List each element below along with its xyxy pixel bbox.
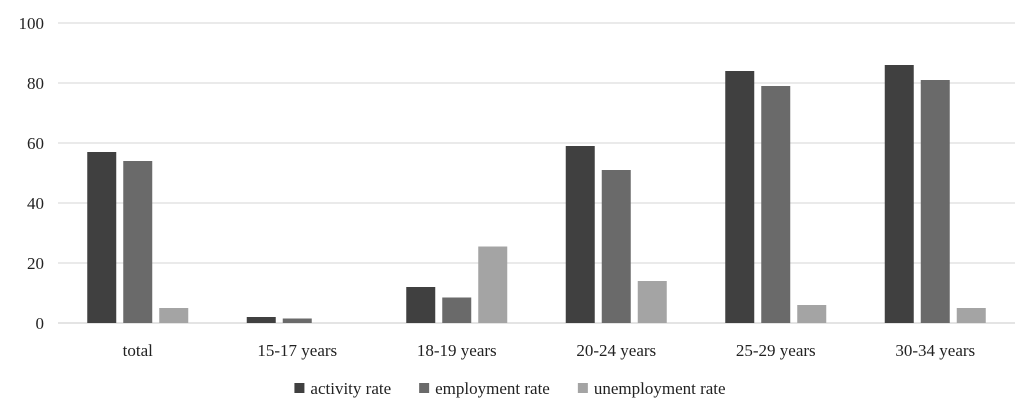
bars [87,65,986,323]
bar-unemployment-rate-30-34-years [956,308,986,323]
legend-label: employment rate [435,379,550,398]
bar-unemployment-rate-18-19-years [478,246,508,323]
y-axis-ticks: 0 20 40 60 80 100 [19,14,45,333]
x-category-label: 20-24 years [576,341,656,360]
x-category-label: 15-17 years [257,341,337,360]
bar-activity-rate-20-24-years [565,146,595,323]
legend-swatch [294,383,305,393]
bar-employment-rate-25-29-years [761,86,791,323]
x-category-label: 30-34 years [895,341,975,360]
bar-activity-rate-25-29-years [725,71,755,323]
bar-activity-rate-total [87,152,117,323]
y-tick-label: 60 [27,134,44,153]
bar-employment-rate-20-24-years [601,170,631,323]
y-tick-label: 40 [27,194,44,213]
y-tick-label: 0 [36,314,45,333]
bar-employment-rate-15-17-years [282,318,312,323]
y-tick-label: 80 [27,74,44,93]
gridlines [58,22,1015,324]
bar-activity-rate-18-19-years [406,287,436,323]
bar-activity-rate-30-34-years [884,65,914,323]
legend-label: unemployment rate [594,379,726,398]
legend-swatch [419,383,430,393]
legend-swatch [577,383,588,393]
x-category-label: total [123,341,153,360]
legend: activity rate employment rate unemployment… [294,379,726,398]
x-category-label: 25-29 years [736,341,816,360]
bar-unemployment-rate-total [159,308,189,323]
bar-unemployment-rate-20-24-years [637,281,667,323]
bar-unemployment-rate-25-29-years [797,305,827,323]
x-category-label: 18-19 years [417,341,497,360]
bar-employment-rate-total [123,161,153,323]
bar-employment-rate-30-34-years [920,80,950,323]
bar-activity-rate-15-17-years [246,317,276,323]
x-axis-labels: total 15-17 years 18-19 years 20-24 years 25… [123,341,976,360]
bar-employment-rate-18-19-years [442,297,472,323]
y-tick-label: 100 [19,14,45,33]
legend-label: activity rate [310,379,391,398]
y-tick-label: 20 [27,254,44,273]
